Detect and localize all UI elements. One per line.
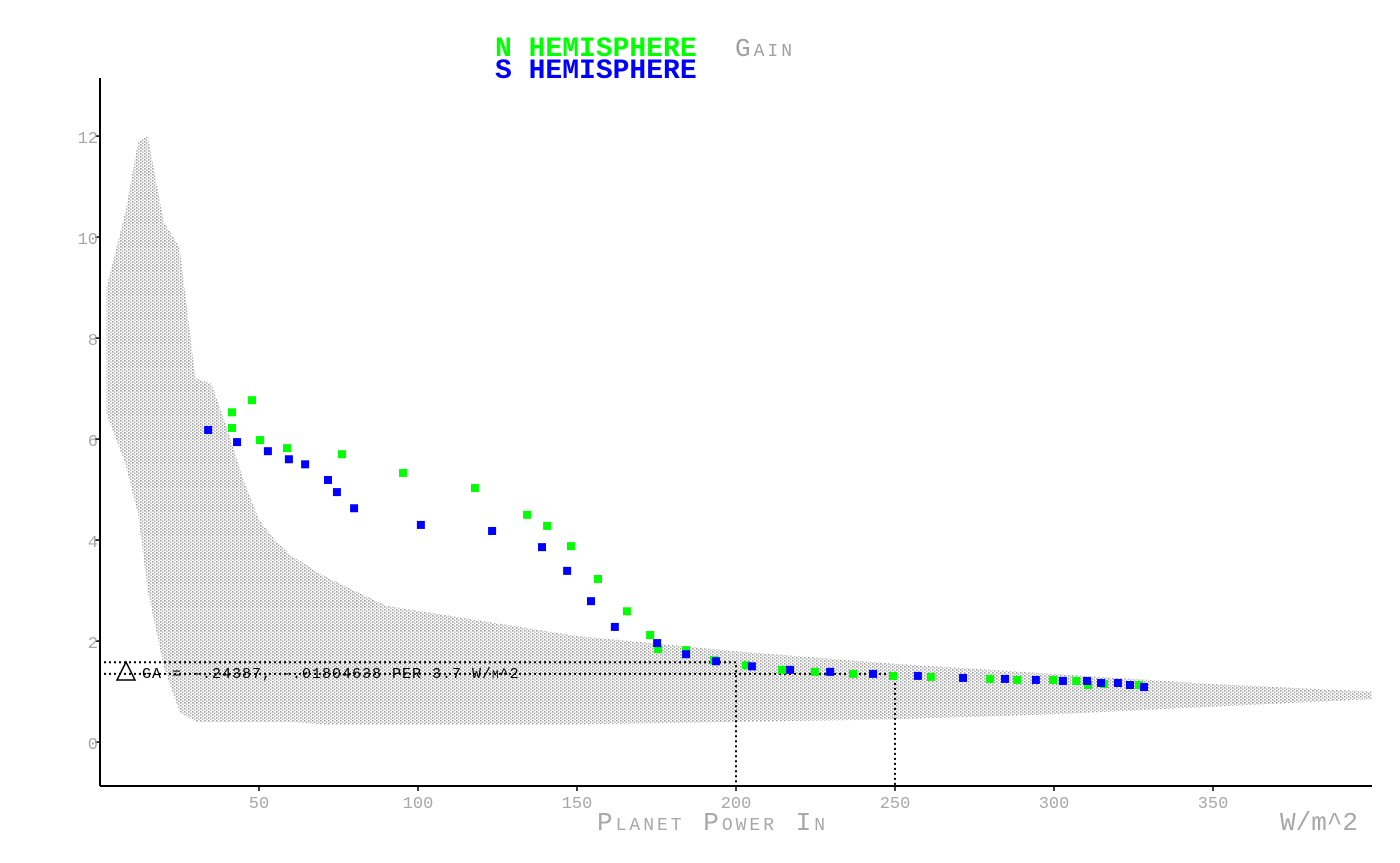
point [849,669,858,678]
point [869,669,878,678]
point [263,447,272,456]
y-tick-label: 10 [78,231,98,250]
point [1126,681,1135,690]
point [682,646,691,655]
point [233,438,242,447]
x-tick-label: 250 [880,795,911,814]
point [1084,681,1093,690]
point [889,671,898,680]
y-tick-label: 8 [88,332,98,351]
point [1072,676,1081,685]
point [826,667,835,676]
point [654,645,663,654]
gain-cloud [106,136,1372,725]
point [986,674,995,683]
point [337,450,346,459]
x-axis-label: Planet Power In [597,808,828,838]
point [399,468,408,477]
point [416,520,425,529]
point [282,444,291,453]
point [741,661,750,670]
point [1139,683,1148,692]
point [1113,678,1122,687]
point [747,662,756,671]
point [1049,675,1058,684]
point [255,436,264,445]
point [1097,678,1106,687]
point [1083,676,1092,685]
point [622,607,631,616]
point [350,504,359,513]
y-tick-label: 12 [78,130,98,149]
point [959,673,968,682]
point [538,543,547,552]
point [324,475,333,484]
point [711,657,720,666]
point [523,510,532,519]
y-tick-label: 2 [88,635,98,654]
x-tick-label: 50 [249,795,269,814]
y-tick-label: 4 [88,534,98,553]
x-tick-label: 350 [1198,795,1229,814]
point [1058,676,1067,685]
point [913,671,922,680]
y-tick-label: 6 [88,433,98,452]
point [470,484,479,493]
point [332,488,341,497]
point [786,665,795,674]
point [926,672,935,681]
point [488,526,497,535]
point [653,639,662,648]
reference-line [104,661,737,786]
point [646,631,655,640]
point [248,396,257,405]
point [586,597,595,606]
point [593,574,602,583]
point [284,455,293,464]
x-tick-label: 300 [1039,795,1070,814]
delta-symbol [115,660,137,681]
x-axis-unit: W/m^2 [1280,808,1358,838]
point [563,566,572,575]
legend-gain: Gain [735,34,795,64]
point [682,650,691,659]
x-tick-label: 200 [721,795,752,814]
legend-n: N HEMISPHERE [495,34,697,65]
y-tick-label: 0 [88,736,98,755]
x-tick-label: 150 [562,795,593,814]
point [1013,675,1022,684]
point [778,665,787,674]
legend-s: S HEMISPHERE [495,56,697,87]
point [227,423,236,432]
point [1001,674,1010,683]
point [227,408,236,417]
point [1134,681,1143,690]
point [810,667,819,676]
point [543,521,552,530]
point [610,622,619,631]
point [204,425,213,434]
point [301,460,310,469]
point [566,542,575,551]
point [1031,675,1040,684]
x-tick-label: 100 [403,795,434,814]
